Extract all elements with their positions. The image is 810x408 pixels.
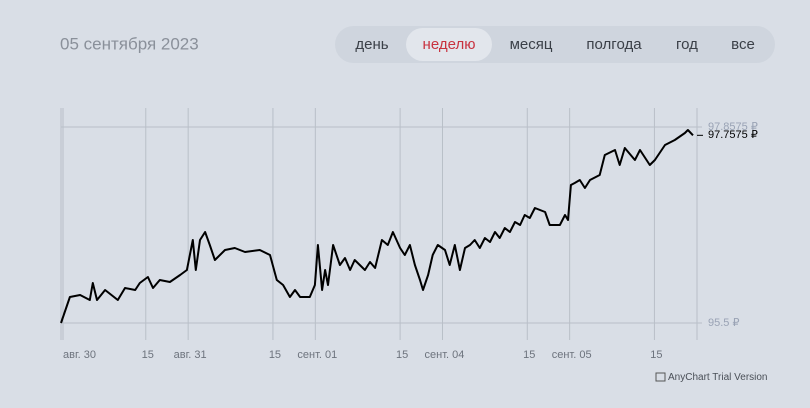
x-tick-label: 15 (523, 349, 535, 361)
x-tick-label: 15 (142, 349, 154, 361)
tab[interactable]: год (676, 36, 698, 53)
last-value-label: 97.7575 ₽ (708, 129, 758, 141)
x-tick-label: сент. 05 (552, 349, 592, 361)
watermark: AnyChart Trial Version (668, 372, 768, 383)
x-tick-label: сент. 01 (297, 349, 337, 361)
watermark-icon (655, 372, 666, 382)
tab[interactable]: полгода (586, 36, 642, 53)
x-tick-label: 15 (650, 349, 662, 361)
tab-selected-bg (406, 28, 492, 61)
x-tick-label: авг. 30 (63, 349, 96, 361)
tab-bar (335, 26, 775, 63)
price-line (60, 129, 694, 324)
x-tick-label: 15 (396, 349, 408, 361)
y-tick-label: 97.8575 ₽ (708, 121, 758, 133)
tab[interactable]: день (355, 36, 388, 53)
x-tick-label: сент. 04 (425, 349, 465, 361)
y-tick-label: 95.5 ₽ (708, 317, 739, 329)
date: 05 сентября 2023 (60, 34, 199, 53)
tab[interactable]: неделю (423, 36, 476, 53)
tab[interactable]: месяц (510, 36, 553, 53)
tab[interactable]: все (731, 36, 755, 53)
x-tick-label: авг. 31 (174, 349, 207, 361)
x-tick-label: 15 (269, 349, 281, 361)
